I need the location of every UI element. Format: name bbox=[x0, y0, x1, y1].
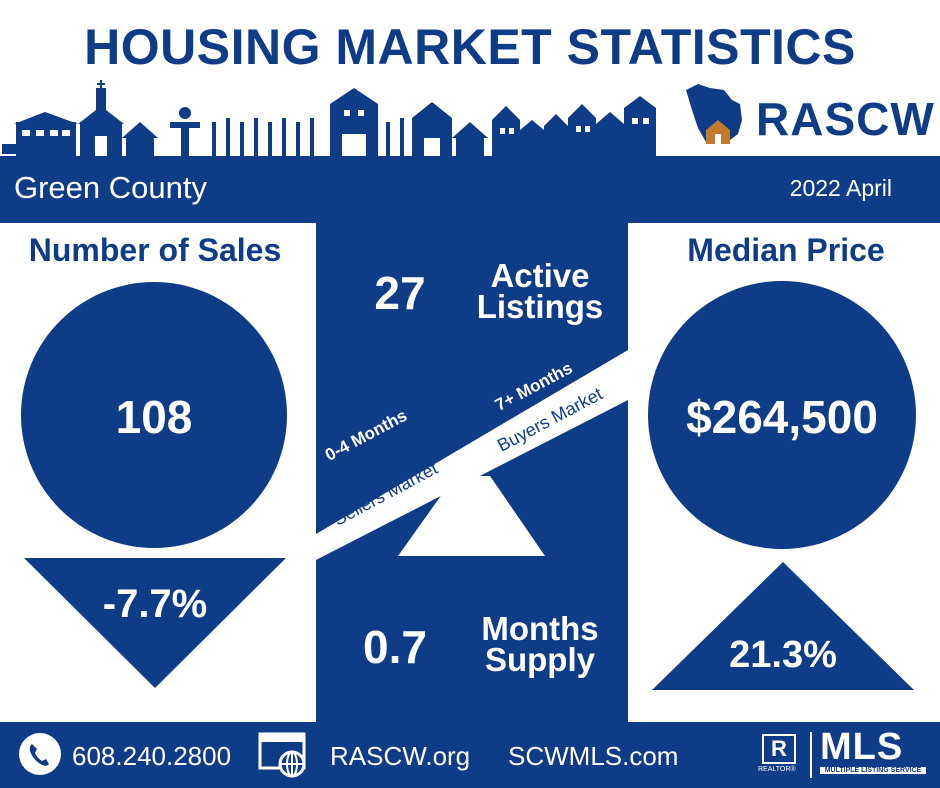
down-triangle-icon bbox=[24, 558, 286, 688]
up-triangle-icon bbox=[652, 562, 914, 690]
sales-circle bbox=[21, 282, 287, 548]
supply-label-line1: Months bbox=[481, 610, 599, 647]
supply-value: 0.7 bbox=[363, 621, 427, 673]
mls-caption: MULTIPLE LISTING SERVICE bbox=[820, 767, 926, 774]
sales-heading: Number of Sales bbox=[28, 232, 282, 268]
website-scwmls-link[interactable]: SCWMLS.com bbox=[508, 741, 679, 771]
wisconsin-house-logo bbox=[686, 84, 742, 144]
listings-value: 27 bbox=[374, 267, 426, 319]
sales-value: 108 bbox=[115, 391, 193, 443]
median-value: $264,500 bbox=[686, 391, 878, 443]
website-icon bbox=[258, 732, 306, 778]
mls-logo: MLS bbox=[820, 726, 904, 768]
median-circle bbox=[648, 281, 916, 549]
website-rascw-link[interactable]: RASCW.org bbox=[330, 741, 471, 771]
realtor-mark-letter: R bbox=[771, 736, 787, 761]
listings-label-line2: Listings bbox=[476, 288, 604, 325]
footer-bar bbox=[0, 722, 940, 788]
median-change: 21.3% bbox=[729, 634, 837, 676]
realtor-caption: REALTOR® bbox=[758, 766, 796, 773]
brand-name: RASCW bbox=[756, 93, 935, 145]
page-title: HOUSING MARKET STATISTICS bbox=[84, 19, 856, 75]
header-band bbox=[0, 156, 940, 223]
footer-divider bbox=[810, 732, 812, 778]
phone-icon bbox=[19, 733, 61, 775]
period-label: 2022 April bbox=[789, 175, 892, 201]
town-skyline-illustration bbox=[2, 80, 656, 156]
phone-number[interactable]: 608.240.2800 bbox=[72, 741, 232, 771]
supply-label-line2: Supply bbox=[484, 641, 595, 678]
sales-change: -7.7% bbox=[102, 582, 208, 626]
listings-label-line1: Active bbox=[490, 257, 590, 294]
region-label: Green County bbox=[14, 170, 207, 205]
median-heading: Median Price bbox=[687, 232, 885, 268]
realtor-logo: R bbox=[762, 734, 796, 764]
